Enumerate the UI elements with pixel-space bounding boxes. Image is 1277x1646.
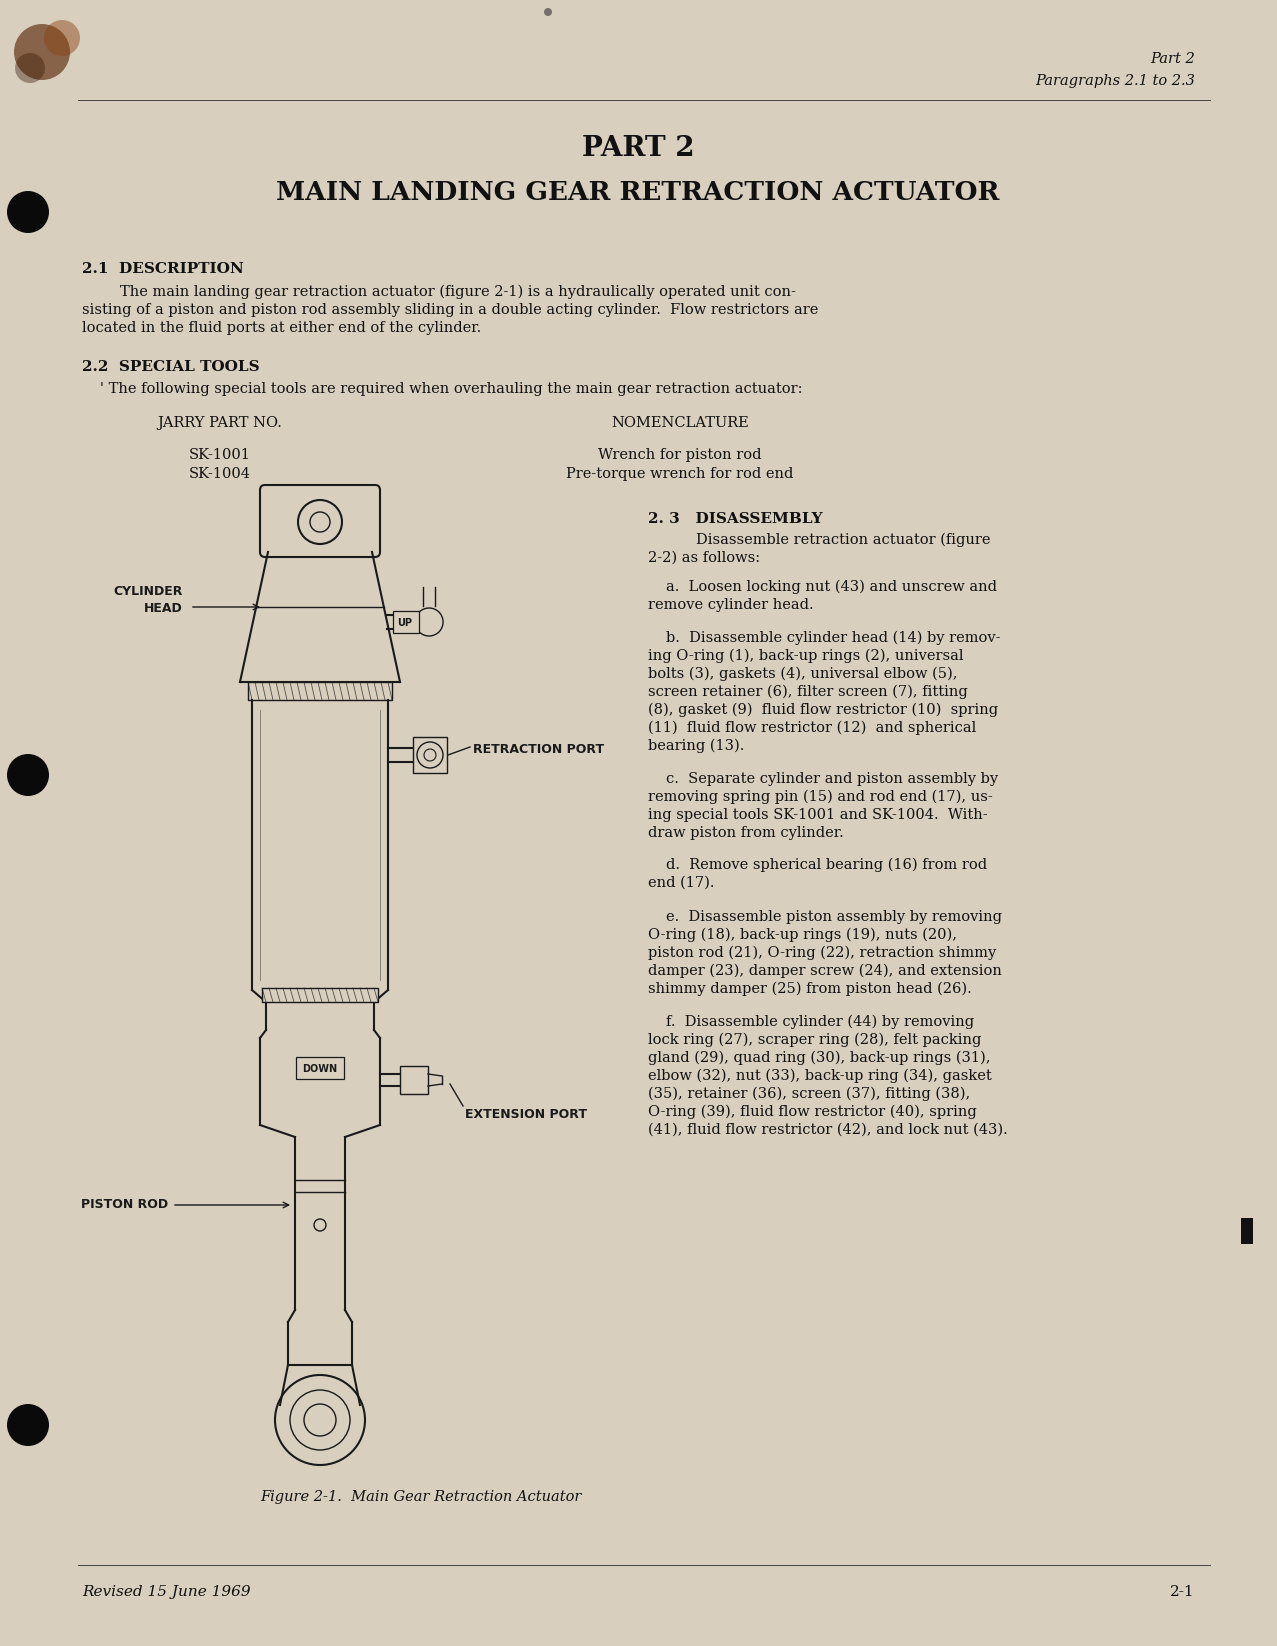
Text: MAIN LANDING GEAR RETRACTION ACTUATOR: MAIN LANDING GEAR RETRACTION ACTUATOR bbox=[276, 179, 1000, 206]
Text: draw piston from cylinder.: draw piston from cylinder. bbox=[647, 826, 844, 839]
Text: JARRY PART NO.: JARRY PART NO. bbox=[157, 416, 282, 430]
Text: c.  Separate cylinder and piston assembly by: c. Separate cylinder and piston assembly… bbox=[667, 772, 999, 787]
Text: lock ring (27), scraper ring (28), felt packing: lock ring (27), scraper ring (28), felt … bbox=[647, 1034, 982, 1047]
Circle shape bbox=[544, 8, 552, 16]
Text: bearing (13).: bearing (13). bbox=[647, 739, 744, 754]
Text: Wrench for piston rod: Wrench for piston rod bbox=[598, 448, 762, 463]
Text: b.  Disassemble cylinder head (14) by remov-: b. Disassemble cylinder head (14) by rem… bbox=[667, 630, 1000, 645]
Text: 2-1: 2-1 bbox=[1171, 1585, 1195, 1598]
Text: PART 2: PART 2 bbox=[582, 135, 695, 161]
Text: EXTENSION PORT: EXTENSION PORT bbox=[465, 1108, 587, 1121]
Circle shape bbox=[15, 53, 45, 82]
Bar bbox=[400, 1067, 428, 1095]
Text: CYLINDER
HEAD: CYLINDER HEAD bbox=[114, 584, 183, 616]
Text: gland (29), quad ring (30), back-up rings (31),: gland (29), quad ring (30), back-up ring… bbox=[647, 1052, 991, 1065]
Text: removing spring pin (15) and rod end (17), us-: removing spring pin (15) and rod end (17… bbox=[647, 790, 992, 805]
Text: remove cylinder head.: remove cylinder head. bbox=[647, 597, 813, 612]
Text: f.  Disassemble cylinder (44) by removing: f. Disassemble cylinder (44) by removing bbox=[667, 1016, 974, 1029]
Text: 2. 3   DISASSEMBLY: 2. 3 DISASSEMBLY bbox=[647, 512, 822, 527]
Circle shape bbox=[6, 1404, 49, 1445]
Text: UP: UP bbox=[397, 617, 412, 629]
Text: ing special tools SK-1001 and SK-1004.  With-: ing special tools SK-1001 and SK-1004. W… bbox=[647, 808, 987, 821]
Text: NOMENCLATURE: NOMENCLATURE bbox=[612, 416, 748, 430]
Text: ' The following special tools are required when overhauling the main gear retrac: ' The following special tools are requir… bbox=[100, 382, 802, 397]
Text: PISTON ROD: PISTON ROD bbox=[80, 1198, 169, 1211]
Bar bbox=[393, 611, 419, 634]
Text: located in the fluid ports at either end of the cylinder.: located in the fluid ports at either end… bbox=[82, 321, 481, 336]
Text: (8), gasket (9)  fluid flow restrictor (10)  spring: (8), gasket (9) fluid flow restrictor (1… bbox=[647, 703, 999, 718]
Text: (11)  fluid flow restrictor (12)  and spherical: (11) fluid flow restrictor (12) and sphe… bbox=[647, 721, 976, 736]
Circle shape bbox=[6, 754, 49, 797]
Circle shape bbox=[6, 191, 49, 234]
Text: O-ring (39), fluid flow restrictor (40), spring: O-ring (39), fluid flow restrictor (40),… bbox=[647, 1104, 977, 1119]
Bar bbox=[412, 737, 447, 774]
Circle shape bbox=[424, 749, 435, 760]
Bar bbox=[1241, 1218, 1253, 1244]
Text: d.  Remove spherical bearing (16) from rod: d. Remove spherical bearing (16) from ro… bbox=[667, 858, 987, 872]
Bar bbox=[296, 1057, 344, 1080]
Text: elbow (32), nut (33), back-up ring (34), gasket: elbow (32), nut (33), back-up ring (34),… bbox=[647, 1068, 992, 1083]
Text: e.  Disassemble piston assembly by removing: e. Disassemble piston assembly by removi… bbox=[667, 910, 1002, 923]
Text: 2-2) as follows:: 2-2) as follows: bbox=[647, 551, 760, 565]
Circle shape bbox=[418, 742, 443, 769]
Text: The main landing gear retraction actuator (figure 2-1) is a hydraulically operat: The main landing gear retraction actuato… bbox=[120, 285, 796, 300]
Text: Pre-torque wrench for rod end: Pre-torque wrench for rod end bbox=[566, 467, 794, 481]
Circle shape bbox=[14, 25, 70, 81]
Text: DOWN: DOWN bbox=[303, 1063, 337, 1073]
Text: SK-1004: SK-1004 bbox=[189, 467, 252, 481]
Text: Part 2: Part 2 bbox=[1151, 53, 1195, 66]
Text: Disassemble retraction actuator (figure: Disassemble retraction actuator (figure bbox=[696, 533, 991, 548]
Text: sisting of a piston and piston rod assembly sliding in a double acting cylinder.: sisting of a piston and piston rod assem… bbox=[82, 303, 819, 318]
Bar bbox=[262, 988, 378, 1002]
Circle shape bbox=[275, 1374, 365, 1465]
Bar bbox=[248, 681, 392, 700]
Text: 2.2  SPECIAL TOOLS: 2.2 SPECIAL TOOLS bbox=[82, 360, 259, 374]
Text: (41), fluid flow restrictor (42), and lock nut (43).: (41), fluid flow restrictor (42), and lo… bbox=[647, 1123, 1008, 1137]
Circle shape bbox=[314, 1220, 326, 1231]
FancyBboxPatch shape bbox=[261, 486, 381, 556]
Text: 2.1  DESCRIPTION: 2.1 DESCRIPTION bbox=[82, 262, 244, 277]
Text: bolts (3), gaskets (4), universal elbow (5),: bolts (3), gaskets (4), universal elbow … bbox=[647, 667, 958, 681]
Text: end (17).: end (17). bbox=[647, 876, 715, 890]
Text: screen retainer (6), filter screen (7), fitting: screen retainer (6), filter screen (7), … bbox=[647, 685, 968, 700]
Text: piston rod (21), O-ring (22), retraction shimmy: piston rod (21), O-ring (22), retraction… bbox=[647, 946, 996, 960]
Text: Revised 15 June 1969: Revised 15 June 1969 bbox=[82, 1585, 250, 1598]
Text: (35), retainer (36), screen (37), fitting (38),: (35), retainer (36), screen (37), fittin… bbox=[647, 1086, 971, 1101]
Text: a.  Loosen locking nut (43) and unscrew and: a. Loosen locking nut (43) and unscrew a… bbox=[667, 579, 997, 594]
Circle shape bbox=[304, 1404, 336, 1435]
Text: RETRACTION PORT: RETRACTION PORT bbox=[472, 742, 604, 756]
Circle shape bbox=[290, 1389, 350, 1450]
Text: shimmy damper (25) from piston head (26).: shimmy damper (25) from piston head (26)… bbox=[647, 983, 972, 996]
Circle shape bbox=[43, 20, 80, 56]
Text: Figure 2-1.  Main Gear Retraction Actuator: Figure 2-1. Main Gear Retraction Actuato… bbox=[261, 1490, 581, 1504]
Circle shape bbox=[415, 607, 443, 635]
Text: ing O-ring (1), back-up rings (2), universal: ing O-ring (1), back-up rings (2), unive… bbox=[647, 649, 964, 663]
Text: O-ring (18), back-up rings (19), nuts (20),: O-ring (18), back-up rings (19), nuts (2… bbox=[647, 928, 956, 943]
Text: SK-1001: SK-1001 bbox=[189, 448, 252, 463]
Text: Paragraphs 2.1 to 2.3: Paragraphs 2.1 to 2.3 bbox=[1036, 74, 1195, 87]
Text: damper (23), damper screw (24), and extension: damper (23), damper screw (24), and exte… bbox=[647, 965, 1002, 978]
